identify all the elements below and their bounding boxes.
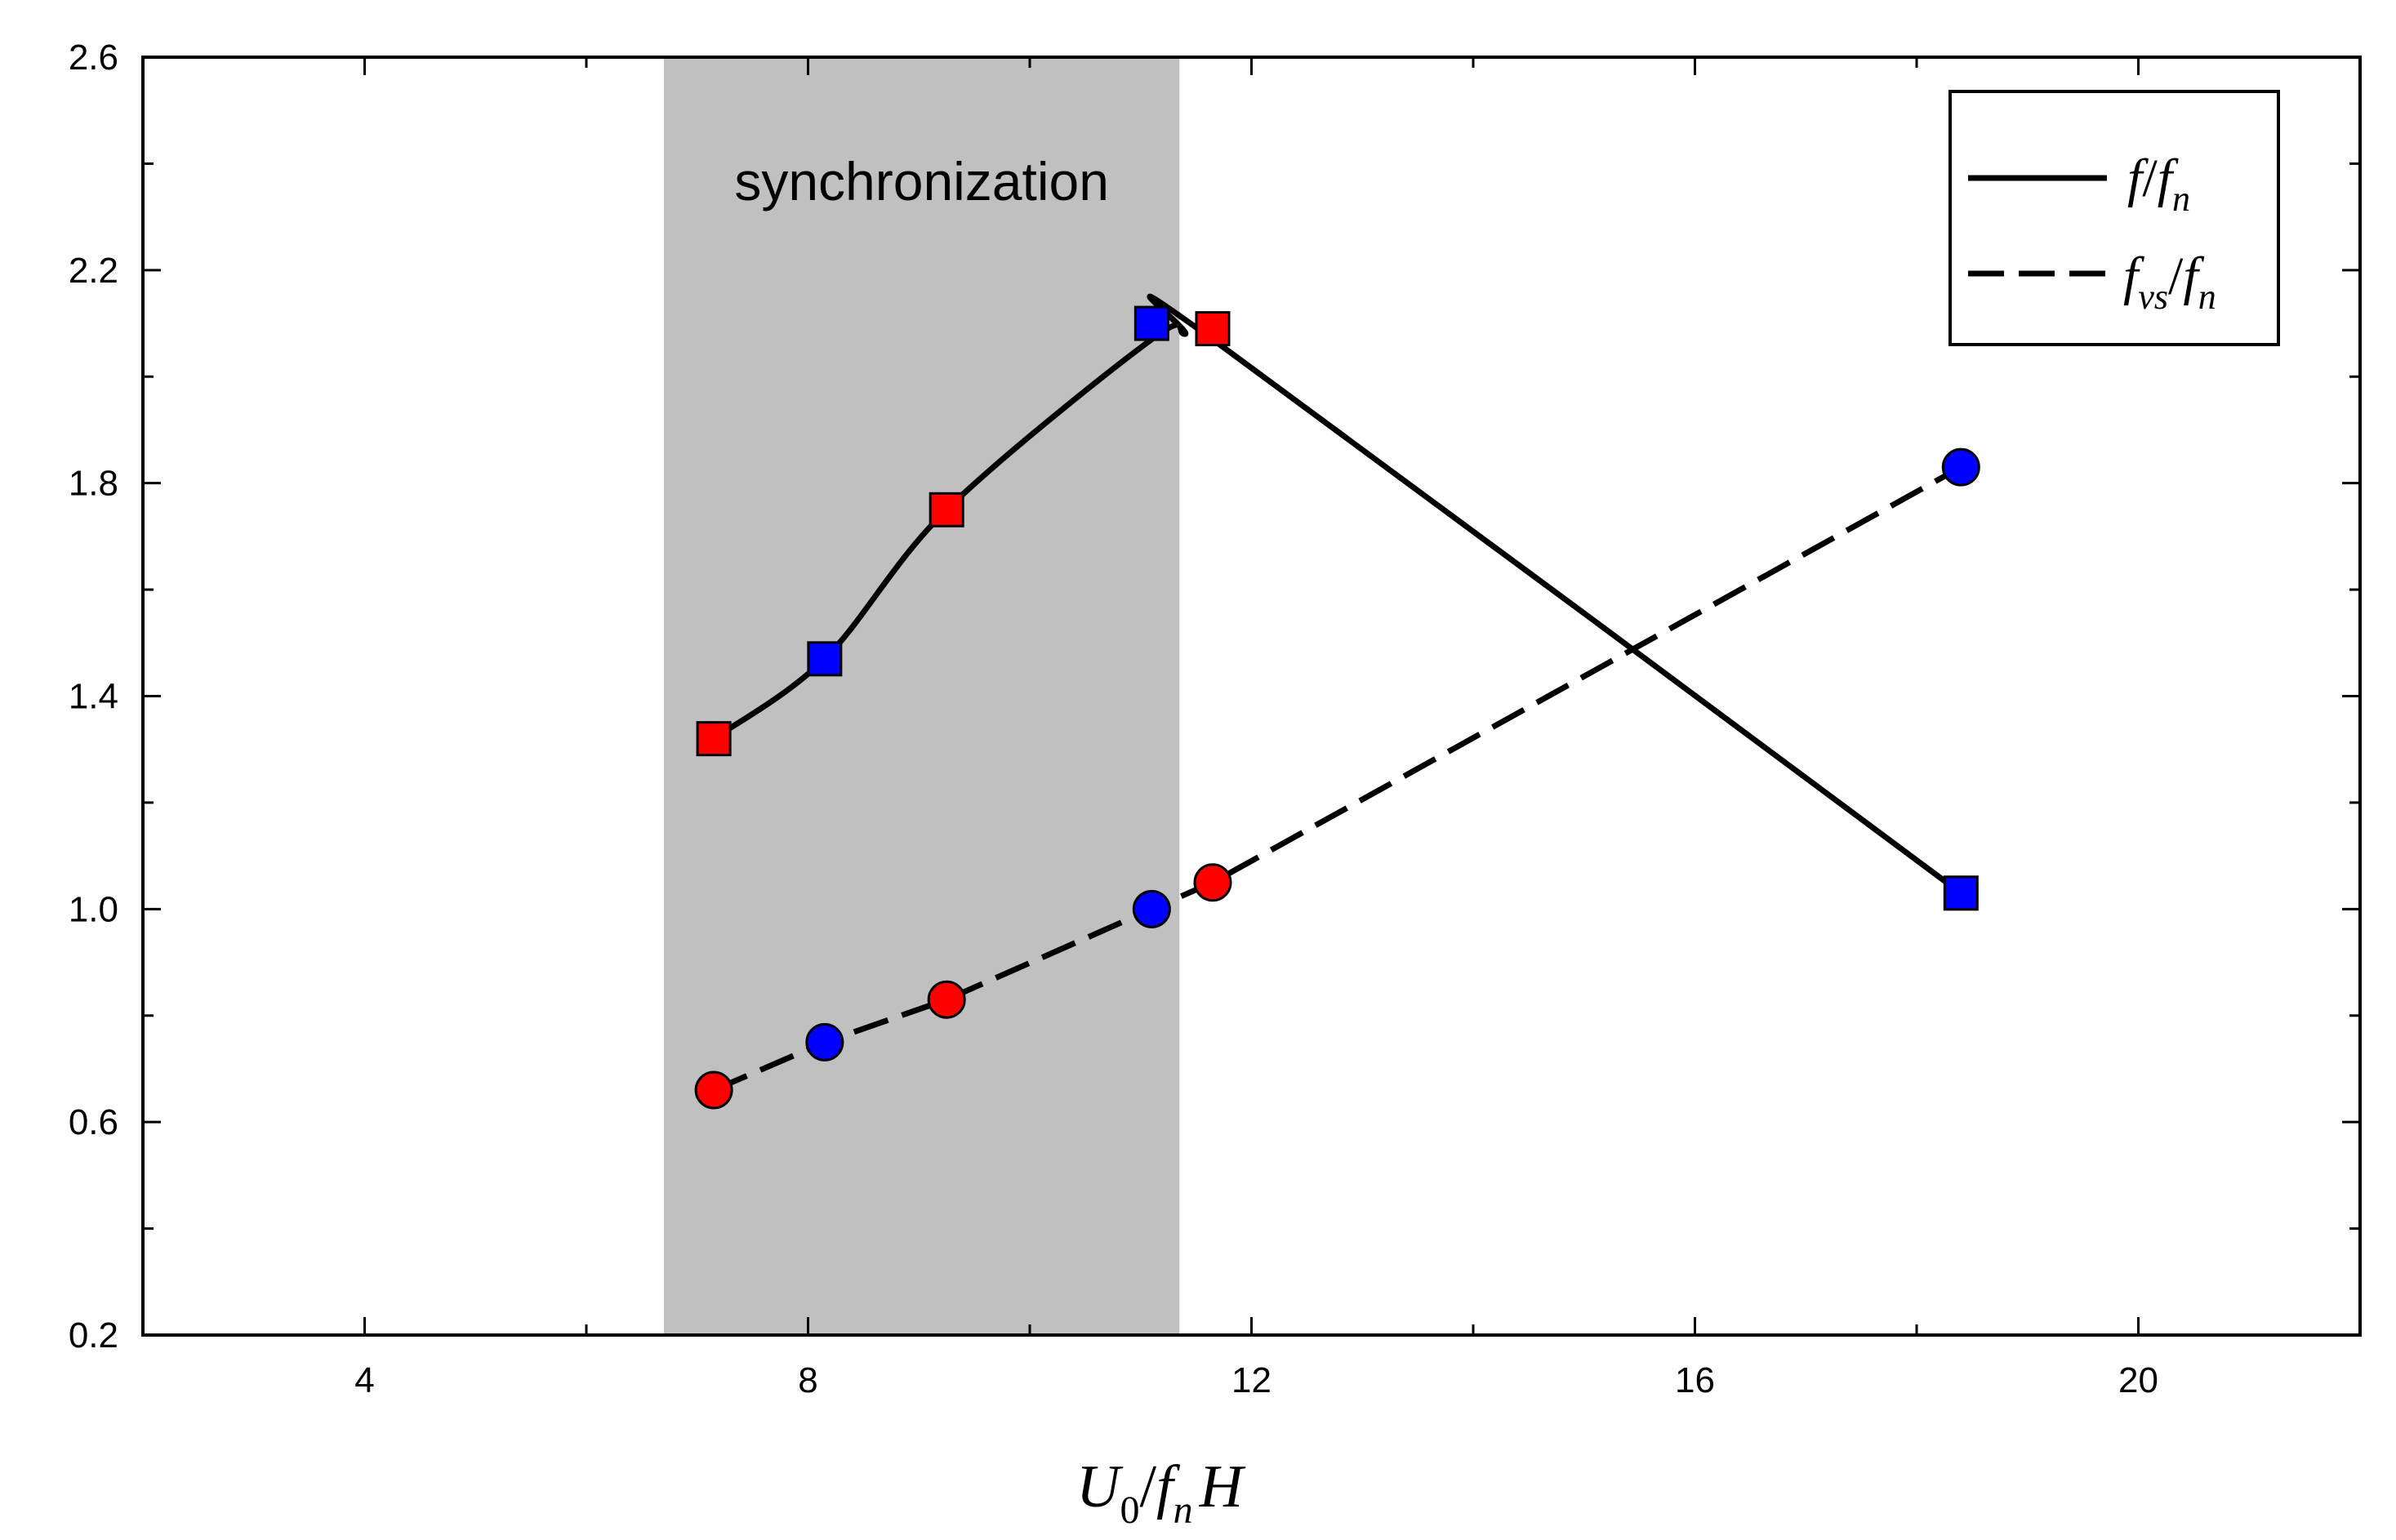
marker-circle-4 <box>1193 863 1232 902</box>
marker-circle-1 <box>805 1022 844 1062</box>
markers-fvs-fn <box>694 447 1980 1110</box>
legend: f/fn fvs/fn <box>1948 90 2280 346</box>
shaded-region <box>664 57 1180 1335</box>
marker-circle-3 <box>1132 889 1171 928</box>
marker-square-3 <box>1133 305 1169 341</box>
marker-square-5 <box>1943 875 1979 911</box>
y-tick-labels: 0.2 0.6 1.0 1.4 1.8 2.2 2.6 <box>69 38 118 1355</box>
shaded-region-label: synchronization <box>734 151 1109 211</box>
x-tick-label: 12 <box>1231 1360 1271 1400</box>
marker-square-1 <box>807 641 843 677</box>
y-tick-label: 2.6 <box>69 38 118 78</box>
marker-square-0 <box>696 721 732 757</box>
legend-box <box>1948 90 2280 346</box>
y-tick-label: 1.0 <box>69 889 118 929</box>
markers-f-fn <box>696 305 1979 911</box>
marker-circle-5 <box>1941 447 1980 487</box>
y-tick-label: 0.2 <box>69 1315 118 1355</box>
series-line-f-fn <box>712 293 1963 896</box>
y-tick-label: 1.8 <box>69 464 118 504</box>
x-tick-label: 20 <box>2118 1360 2158 1400</box>
plot-frame <box>141 56 2362 1337</box>
marker-circle-0 <box>694 1070 733 1110</box>
marker-square-4 <box>1195 311 1231 347</box>
marker-circle-2 <box>927 980 966 1019</box>
x-tick-label: 4 <box>354 1360 374 1400</box>
x-tick-label: 16 <box>1675 1360 1715 1400</box>
x-axis-label: U0/fn H <box>1076 1453 1246 1532</box>
marker-square-2 <box>929 492 964 527</box>
series-line-fvs-fn <box>712 465 1962 1093</box>
x-tick-label: 8 <box>798 1360 817 1400</box>
y-tick-label: 0.6 <box>69 1102 118 1142</box>
x-tick-labels: 4 8 12 16 20 <box>354 1360 2158 1400</box>
y-tick-label: 1.4 <box>69 677 118 717</box>
y-tick-label: 2.2 <box>69 251 118 291</box>
